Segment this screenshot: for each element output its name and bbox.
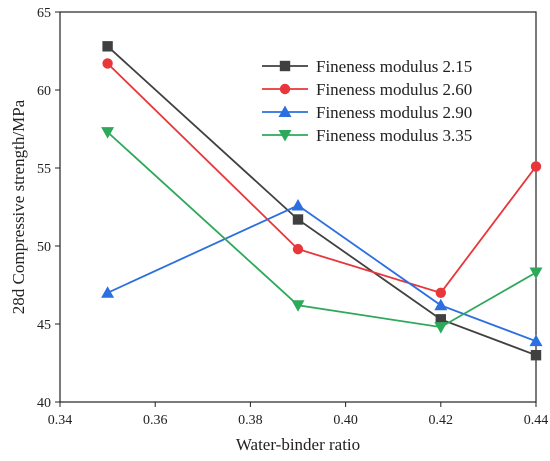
data-point	[434, 322, 448, 334]
data-point	[101, 127, 115, 139]
legend-marker	[279, 60, 291, 72]
data-point	[291, 300, 305, 312]
data-point	[102, 58, 113, 69]
x-axis: 0.34 0.36 0.38 0.40 0.42 0.44	[48, 402, 549, 428]
series-line	[106, 131, 537, 329]
data-point	[530, 350, 542, 361]
data-point	[102, 41, 113, 52]
data-point	[292, 243, 304, 255]
data-point	[291, 198, 305, 211]
legend-label: Fineness modulus 2.15	[316, 57, 472, 76]
legend-label: Fineness modulus 3.35	[316, 126, 472, 145]
x-axis-title: Water-binder ratio	[236, 435, 360, 454]
x-tick-label: 0.36	[143, 413, 168, 428]
y-tick-label: 50	[37, 240, 51, 255]
x-tick-label: 0.34	[48, 413, 73, 428]
series-line	[106, 45, 537, 357]
data-point	[292, 214, 304, 225]
legend-label: Fineness modulus 2.60	[316, 80, 472, 99]
y-tick-label: 45	[37, 318, 51, 333]
y-tick-label: 40	[37, 396, 51, 411]
data-point	[435, 287, 446, 298]
data-point	[434, 298, 448, 311]
x-tick-label: 0.44	[524, 413, 549, 428]
x-tick-label: 0.40	[333, 413, 358, 428]
legend-item: Fineness modulus 2.90	[262, 103, 472, 122]
data-point	[530, 161, 542, 172]
legend-marker	[278, 105, 292, 117]
legend-marker	[278, 130, 292, 142]
x-tick-label: 0.42	[429, 413, 454, 428]
series-line	[106, 62, 537, 294]
y-tick-label: 65	[37, 6, 51, 21]
data-point	[435, 314, 446, 325]
series-line	[107, 204, 537, 343]
y-axis: 40 45 50 55 60 65	[37, 6, 60, 411]
plot-border	[59, 11, 537, 403]
legend-item: Fineness modulus 3.35	[262, 126, 472, 145]
data-point	[101, 286, 115, 298]
y-axis-title: 28d Compressive strength/MPa	[9, 99, 28, 314]
y-tick-label: 55	[37, 162, 51, 177]
series-1	[102, 41, 542, 361]
y-tick-label: 60	[37, 84, 51, 99]
data-point	[529, 334, 543, 347]
x-tick-label: 0.38	[238, 413, 263, 428]
legend: Fineness modulus 2.15 Fineness modulus 2.…	[262, 57, 472, 145]
plot-frame	[59, 11, 537, 403]
series-layer	[101, 41, 543, 361]
legend-item: Fineness modulus 2.60	[262, 80, 472, 99]
series-3	[101, 198, 543, 347]
legend-marker	[279, 83, 291, 95]
series-4	[101, 127, 543, 334]
legend-label: Fineness modulus 2.90	[316, 103, 472, 122]
series-2	[102, 58, 542, 298]
legend-item: Fineness modulus 2.15	[262, 57, 472, 76]
data-point	[529, 267, 543, 280]
